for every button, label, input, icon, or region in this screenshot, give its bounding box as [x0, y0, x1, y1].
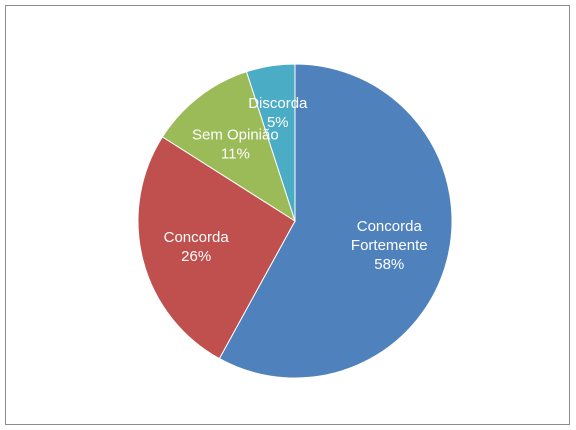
- pie-slice-concorda-fortemente-label: Concorda Fortemente 58%: [351, 218, 428, 273]
- pie-slice-concorda-label: Concorda 26%: [164, 229, 230, 265]
- pie-slice-concorda-fortemente: [218, 63, 453, 379]
- data-label-category: Discorda: [248, 95, 308, 112]
- data-label-category: Sem Opinião: [192, 127, 279, 144]
- data-label-percent: 11%: [221, 146, 250, 163]
- chart-frame: Concorda Fortemente 58% Concorda 26% Sem Opin…: [5, 5, 570, 425]
- data-label-percent: 58%: [374, 256, 404, 273]
- data-label-percent: 5%: [267, 114, 289, 131]
- pie-slices: [137, 63, 453, 379]
- data-label-percent: 26%: [181, 248, 211, 265]
- pie-labels: Concorda Fortemente 58% Concorda 26% Sem Opin…: [164, 95, 428, 273]
- data-label-category: Fortemente: [351, 237, 428, 254]
- data-label-category: Concorda: [164, 229, 230, 246]
- pie-slice-discorda: [245, 63, 296, 222]
- pie-chart: Concorda Fortemente 58% Concorda 26% Sem Opin…: [137, 63, 453, 379]
- data-label-category: Concorda: [357, 218, 423, 235]
- pie-slice-sem-opiniao: [161, 71, 296, 223]
- pie-slice-sem-opiniao-label: Sem Opinião 11%: [192, 127, 279, 163]
- pie-slice-discorda-label: Discorda 5%: [248, 95, 308, 131]
- pie-slice-concorda: [137, 136, 296, 360]
